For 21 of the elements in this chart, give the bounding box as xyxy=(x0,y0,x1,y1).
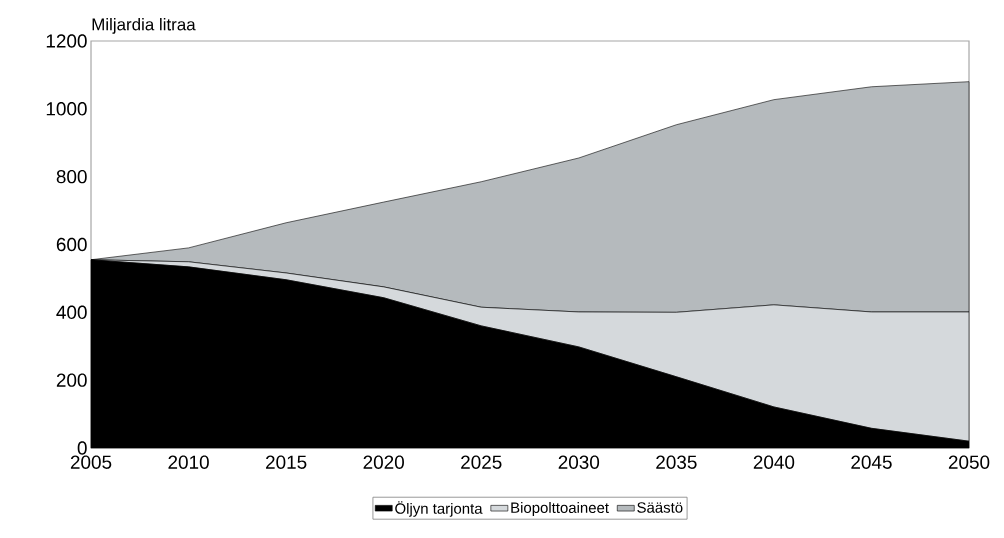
x-tick-label: 2005 xyxy=(70,455,112,469)
x-tick-label: 2025 xyxy=(461,455,502,469)
legend-label: Säästö xyxy=(637,502,683,513)
x-tick-label: 2030 xyxy=(558,455,600,469)
x-tick-label: 2045 xyxy=(851,455,892,469)
x-tick-label: 2020 xyxy=(363,455,404,469)
y-tick-label: 200 xyxy=(56,373,87,387)
x-tick-label: 2035 xyxy=(656,455,697,469)
x-tick-label: 2010 xyxy=(168,455,209,469)
y-tick-label: 1000 xyxy=(46,102,87,116)
y-tick-label: 1200 xyxy=(46,34,87,48)
legend-label: Öljyn tarjonta xyxy=(395,501,483,517)
y-tick-label: 800 xyxy=(56,169,87,184)
y-tick-label: 0 xyxy=(77,441,87,455)
legend-label: Biopolttoaineet xyxy=(511,502,609,516)
y-axis-title: Miljardia litraa xyxy=(92,18,196,34)
y-tick-label: 400 xyxy=(56,305,87,320)
x-tick-label: 2050 xyxy=(948,455,990,469)
x-tick-label: 2040 xyxy=(753,455,795,469)
y-tick-label: 600 xyxy=(56,237,87,252)
x-tick-label: 2015 xyxy=(266,455,307,469)
